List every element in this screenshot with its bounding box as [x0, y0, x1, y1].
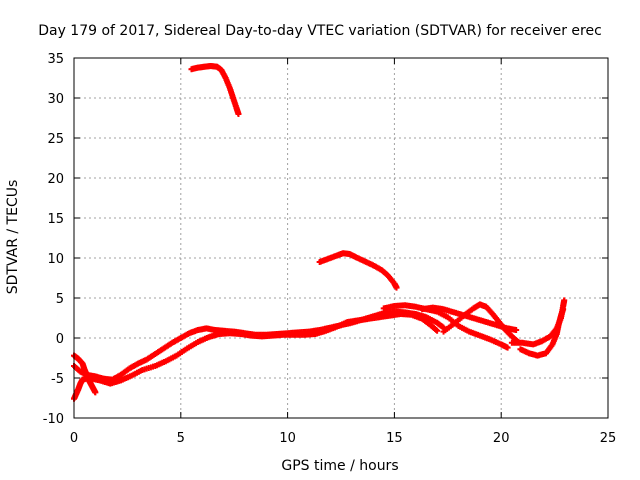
series-arc-mid [316, 250, 400, 291]
series-arc-high [188, 63, 242, 117]
x-tick-label: 20 [493, 431, 510, 446]
series-arc-c [71, 311, 441, 402]
y-tick-label: 35 [47, 52, 64, 67]
data-point [504, 344, 511, 351]
series-arc-h [508, 297, 568, 348]
x-tick-label: 25 [600, 431, 617, 446]
y-tick-label: 30 [47, 92, 64, 107]
data-point [513, 327, 520, 333]
data-point [235, 111, 242, 117]
data-point [92, 389, 99, 396]
x-axis-title: GPS time / hours [281, 458, 398, 474]
data-point [393, 284, 400, 291]
x-tick-label: 5 [177, 431, 185, 446]
x-tick-label: 15 [386, 431, 403, 446]
y-tick-label: 5 [56, 292, 64, 307]
axis-ticks [73, 57, 609, 419]
x-tick-label: 0 [70, 431, 78, 446]
plot-frame [73, 57, 609, 419]
x-tick-labels: 0 5 10 15 20 25 [70, 431, 616, 446]
y-tick-label: 25 [47, 132, 64, 147]
y-axis-title: SDTVAR / TECUs [5, 180, 21, 295]
y-tick-label: 20 [47, 172, 64, 187]
series-arc-a [71, 308, 447, 383]
grid-lines [74, 58, 608, 418]
data-point [434, 327, 441, 334]
y-tick-label: 10 [47, 252, 64, 267]
y-tick-label: -10 [43, 412, 64, 427]
y-tick-label: 0 [56, 332, 64, 347]
data-series [71, 63, 568, 402]
y-tick-labels: -10 -5 0 5 10 15 20 25 30 35 [43, 52, 64, 427]
chart-title: Day 179 of 2017, Sidereal Day-to-day VTE… [38, 23, 602, 39]
y-tick-label: -5 [51, 372, 64, 387]
x-tick-label: 10 [279, 431, 296, 446]
data-point [561, 297, 568, 304]
y-tick-label: 15 [47, 212, 64, 227]
